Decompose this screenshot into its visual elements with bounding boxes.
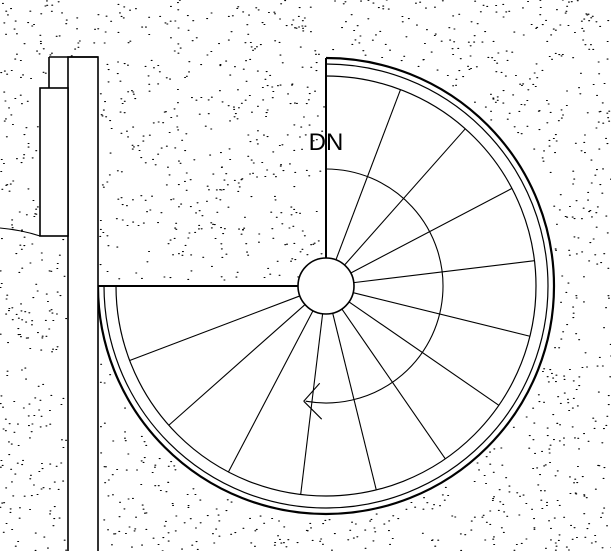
outer-rail-inner-arc [103,63,549,509]
tread-line [332,313,377,491]
tread-line [335,89,401,261]
walls [0,56,99,551]
tread-line [341,308,446,460]
direction-down-label: DN [309,129,344,156]
direction-arrow-arc [305,168,444,404]
tread-line [348,301,500,406]
wall-jamb [39,87,69,237]
center-column [297,257,355,315]
tread-line [129,295,301,361]
direction-arrowhead [303,382,323,420]
main-wall [67,56,99,551]
floor-edge-curve [0,227,41,237]
tread-line [344,128,466,266]
spiral-stair [96,56,556,516]
tread-line [350,187,513,274]
tread-line [300,313,324,495]
tread-line [353,260,535,284]
tread-line [227,310,314,473]
tread-line [168,304,306,426]
tread-line [353,292,531,337]
tread-edge-arc [115,75,537,497]
outer-rail-arc [96,56,556,516]
